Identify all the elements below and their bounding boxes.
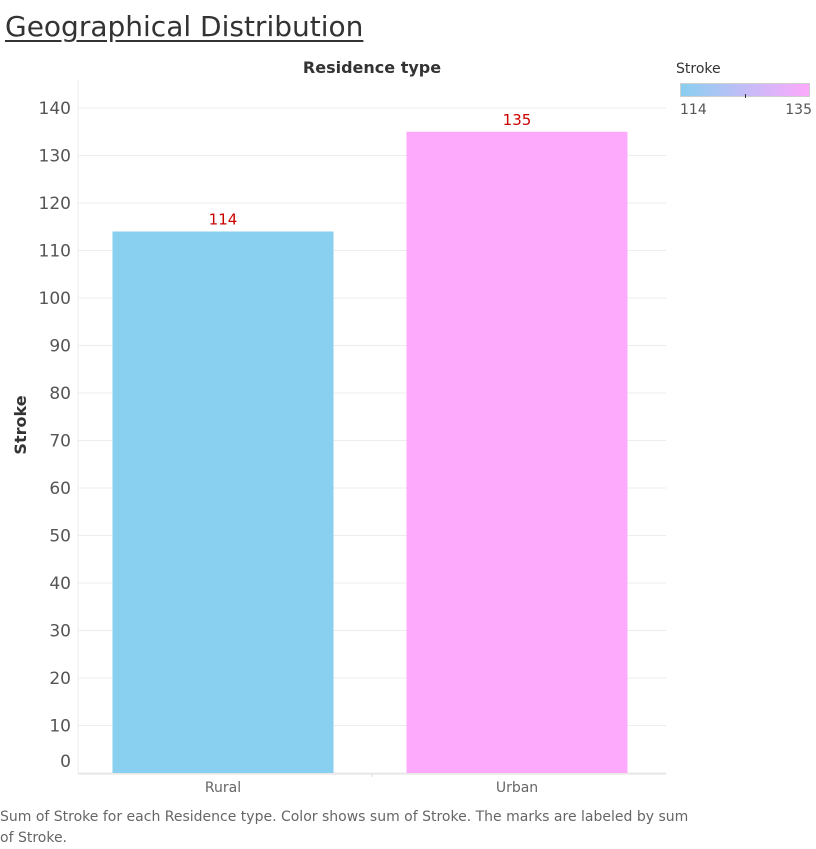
color-legend: Stroke 114 135 bbox=[676, 61, 816, 118]
y-tick-label: 70 bbox=[49, 432, 71, 452]
y-tick-label: 100 bbox=[39, 289, 71, 309]
y-axis-ticks: 0 10 20 30 40 50 60 70 80 90 100 110 120 130 140 bbox=[39, 99, 71, 772]
y-tick-label: 130 bbox=[39, 147, 71, 167]
data-labels: 114 135 bbox=[209, 111, 532, 229]
y-tick-label: 10 bbox=[49, 717, 71, 737]
chart-title: Residence type bbox=[303, 58, 441, 77]
legend-min-label: 114 bbox=[680, 102, 707, 118]
x-tick-label: Rural bbox=[205, 780, 241, 796]
x-tick-label: Urban bbox=[496, 780, 538, 796]
bars bbox=[112, 131, 628, 773]
y-tick-label: 80 bbox=[49, 384, 71, 404]
y-tick-label: 0 bbox=[60, 752, 71, 772]
y-tick-label: 90 bbox=[49, 337, 71, 357]
y-tick-label: 140 bbox=[39, 99, 71, 119]
bar-urban bbox=[406, 131, 628, 773]
bar-rural bbox=[112, 231, 334, 773]
y-axis-label: Stroke bbox=[11, 395, 30, 454]
y-tick-label: 120 bbox=[39, 194, 71, 214]
x-axis-ticks: Rural Urban bbox=[205, 780, 538, 796]
dashboard-title: Geographical Distribution bbox=[5, 10, 364, 43]
y-tick-label: 30 bbox=[49, 622, 71, 642]
data-label: 114 bbox=[209, 211, 238, 229]
y-tick-label: 50 bbox=[49, 527, 71, 547]
y-tick-label: 60 bbox=[49, 479, 71, 499]
y-tick-label: 20 bbox=[49, 669, 71, 689]
legend-title: Stroke bbox=[676, 61, 721, 77]
chart-caption: Sum of Stroke for each Residence type. C… bbox=[0, 809, 689, 846]
legend-tick bbox=[745, 94, 746, 98]
y-tick-label: 40 bbox=[49, 574, 71, 594]
data-label: 135 bbox=[503, 111, 532, 129]
y-tick-label: 110 bbox=[39, 242, 71, 262]
bar-chart: 0 10 20 30 40 50 60 70 80 90 100 110 120 130 140 Rural… bbox=[11, 58, 666, 796]
legend-max-label: 135 bbox=[785, 102, 812, 118]
